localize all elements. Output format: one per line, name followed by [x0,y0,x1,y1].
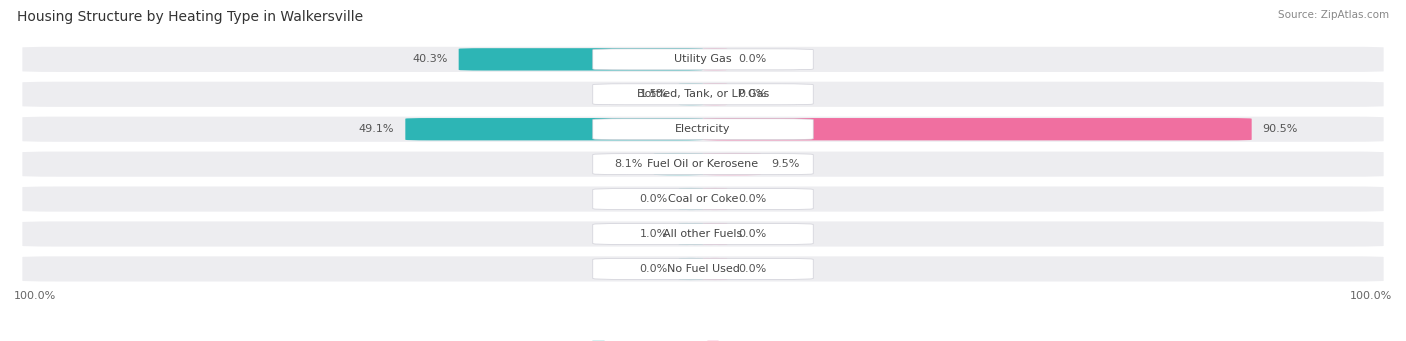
FancyBboxPatch shape [593,223,813,244]
FancyBboxPatch shape [21,45,1385,73]
FancyBboxPatch shape [678,223,703,245]
Text: 0.0%: 0.0% [738,229,766,239]
FancyBboxPatch shape [703,153,761,175]
Text: 0.0%: 0.0% [738,194,766,204]
Text: 0.0%: 0.0% [640,264,668,274]
FancyBboxPatch shape [21,255,1385,283]
Text: 1.5%: 1.5% [640,89,668,99]
FancyBboxPatch shape [593,189,813,210]
Text: Source: ZipAtlas.com: Source: ZipAtlas.com [1278,10,1389,20]
FancyBboxPatch shape [703,223,728,245]
Text: Electricity: Electricity [675,124,731,134]
Text: Coal or Coke: Coal or Coke [668,194,738,204]
Text: 49.1%: 49.1% [359,124,394,134]
FancyBboxPatch shape [593,154,813,175]
Text: Housing Structure by Heating Type in Walkersville: Housing Structure by Heating Type in Wal… [17,10,363,24]
Text: 1.0%: 1.0% [640,229,668,239]
FancyBboxPatch shape [593,258,813,279]
Text: Bottled, Tank, or LP Gas: Bottled, Tank, or LP Gas [637,89,769,99]
Text: 0.0%: 0.0% [738,54,766,64]
Text: 0.0%: 0.0% [738,89,766,99]
FancyBboxPatch shape [703,118,1251,140]
Text: 9.5%: 9.5% [772,159,800,169]
Text: Utility Gas: Utility Gas [675,54,731,64]
FancyBboxPatch shape [703,258,728,280]
Text: No Fuel Used: No Fuel Used [666,264,740,274]
FancyBboxPatch shape [678,83,703,105]
Text: 0.0%: 0.0% [738,264,766,274]
FancyBboxPatch shape [593,84,813,105]
FancyBboxPatch shape [21,220,1385,248]
FancyBboxPatch shape [703,48,728,71]
Text: Fuel Oil or Kerosene: Fuel Oil or Kerosene [647,159,759,169]
FancyBboxPatch shape [405,118,703,140]
FancyBboxPatch shape [703,188,728,210]
FancyBboxPatch shape [21,115,1385,143]
Text: 90.5%: 90.5% [1263,124,1298,134]
FancyBboxPatch shape [678,188,703,210]
FancyBboxPatch shape [593,49,813,70]
FancyBboxPatch shape [593,119,813,140]
Text: 0.0%: 0.0% [640,194,668,204]
FancyBboxPatch shape [703,83,728,105]
Text: 100.0%: 100.0% [14,291,56,301]
Text: 100.0%: 100.0% [1350,291,1392,301]
Text: 8.1%: 8.1% [614,159,643,169]
FancyBboxPatch shape [21,185,1385,213]
FancyBboxPatch shape [654,153,703,175]
FancyBboxPatch shape [458,48,703,71]
FancyBboxPatch shape [21,80,1385,108]
Text: 40.3%: 40.3% [412,54,447,64]
FancyBboxPatch shape [21,150,1385,178]
Text: All other Fuels: All other Fuels [664,229,742,239]
FancyBboxPatch shape [678,258,703,280]
